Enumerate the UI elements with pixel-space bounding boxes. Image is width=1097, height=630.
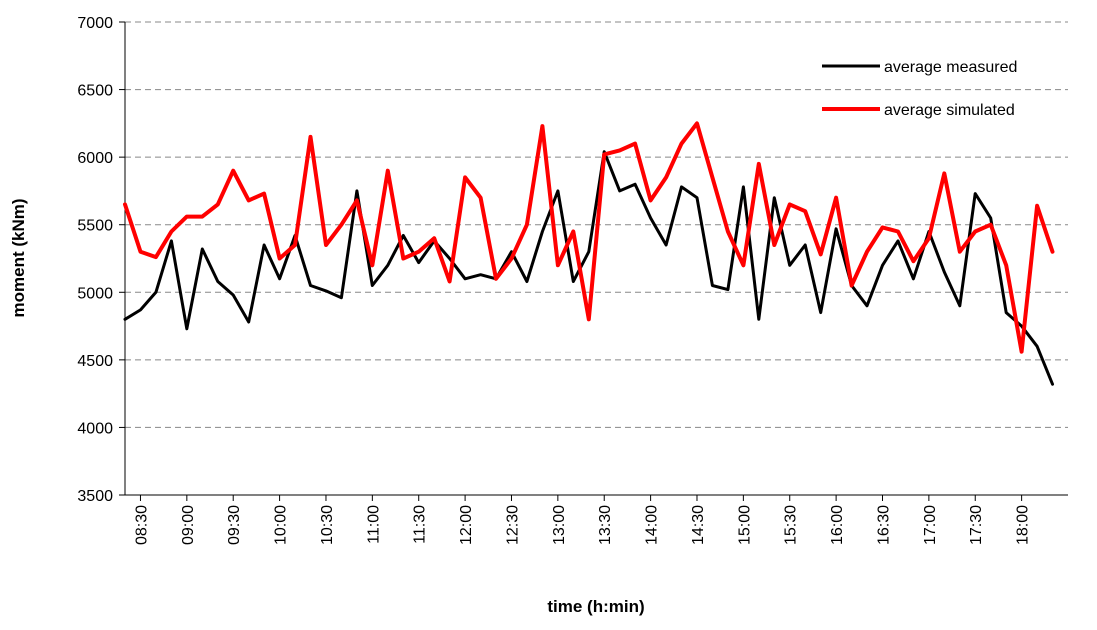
x-tick-label: 16:30 [875, 505, 892, 545]
x-tick-label: 14:00 [644, 505, 661, 545]
y-tick-label: 4000 [77, 420, 113, 437]
y-tick-label: 6000 [77, 150, 113, 167]
y-tick-label: 6500 [77, 83, 113, 100]
x-tick-label: 09:30 [226, 505, 243, 545]
legend-label: average simulated [884, 102, 1015, 119]
series-line [123, 121, 1055, 354]
y-tick-label: 5000 [77, 285, 113, 302]
x-tick-label: 13:00 [551, 505, 568, 545]
x-tick-label: 12:30 [504, 505, 521, 545]
y-tick-label: 4500 [77, 353, 113, 370]
y-axis-title: moment (kNm) [9, 198, 28, 317]
x-axis-title: time (h:min) [547, 597, 644, 616]
x-tick-label: 08:30 [133, 505, 150, 545]
x-tick-label: 11:30 [412, 505, 429, 544]
x-tick-label: 09:00 [180, 505, 197, 545]
x-tick-label: 17:30 [968, 505, 985, 545]
y-tick-label: 3500 [77, 488, 113, 505]
x-tick-label: 10:30 [319, 505, 336, 545]
x-tick-label: 13:30 [597, 505, 614, 545]
x-tick-label: 15:30 [783, 505, 800, 545]
x-tick-label: 15:00 [736, 505, 753, 545]
x-tick-label: 18:00 [1015, 505, 1032, 545]
y-tick-label: 7000 [77, 15, 113, 32]
x-tick-label: 16:00 [829, 505, 846, 545]
x-tick-label: 14:30 [690, 505, 707, 545]
x-tick-label: 10:00 [273, 505, 290, 545]
x-tick-label: 11:00 [365, 505, 382, 544]
legend-label: average measured [884, 59, 1017, 76]
x-tick-label: 12:00 [458, 505, 475, 545]
x-tick-label: 17:00 [922, 505, 939, 545]
y-tick-label: 5500 [77, 218, 113, 235]
series-line [123, 150, 1054, 386]
